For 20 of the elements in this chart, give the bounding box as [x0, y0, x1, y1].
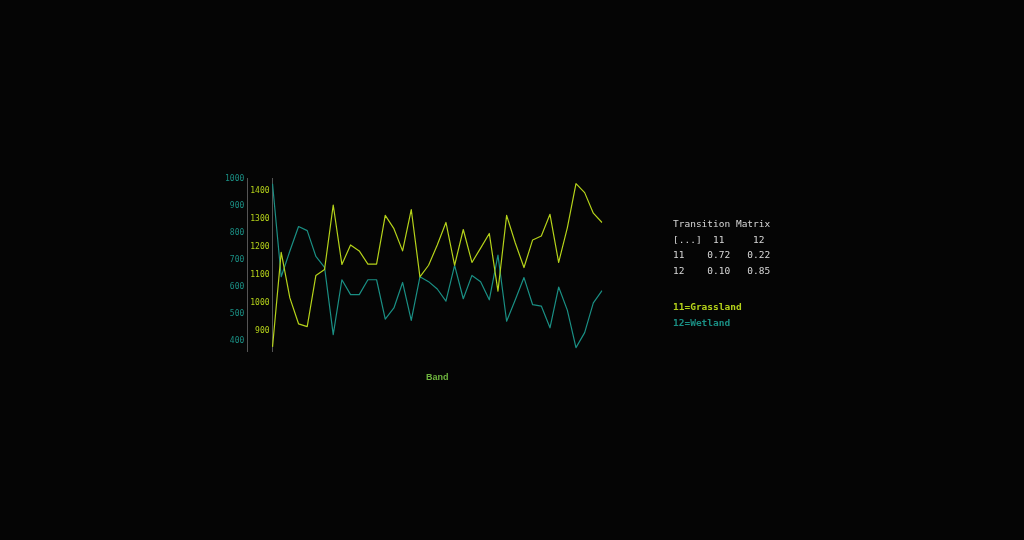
x-axis-title: Band [426, 372, 449, 383]
text: [...] 11 12 [673, 232, 766, 247]
y2-tick-label: 500 [229, 309, 245, 319]
y2-tick-label: 900 [229, 200, 245, 210]
y2-tick-label: 700 [229, 255, 245, 265]
text: 11 0.72 0.22 [673, 248, 771, 262]
y-tick-label: 1100 [250, 270, 270, 280]
y-tick-label: 1400 [250, 185, 270, 195]
text: Transition Matrix [673, 217, 771, 231]
y2-tick-label: 1000 [225, 173, 245, 183]
y2-tick-label: 800 [229, 227, 245, 237]
y-tick-label: 1000 [250, 298, 270, 308]
y-tick-label: 1300 [250, 213, 270, 223]
y-tick-label: 900 [255, 326, 270, 336]
text: 11=Grassland [673, 300, 742, 314]
y-tick-label: 1200 [250, 242, 270, 252]
y2-tick-label: 400 [229, 336, 245, 346]
text: 12 0.10 0.85 [673, 263, 771, 278]
text: 12=Wetland [673, 315, 732, 330]
y2-tick-label: 600 [229, 282, 245, 292]
